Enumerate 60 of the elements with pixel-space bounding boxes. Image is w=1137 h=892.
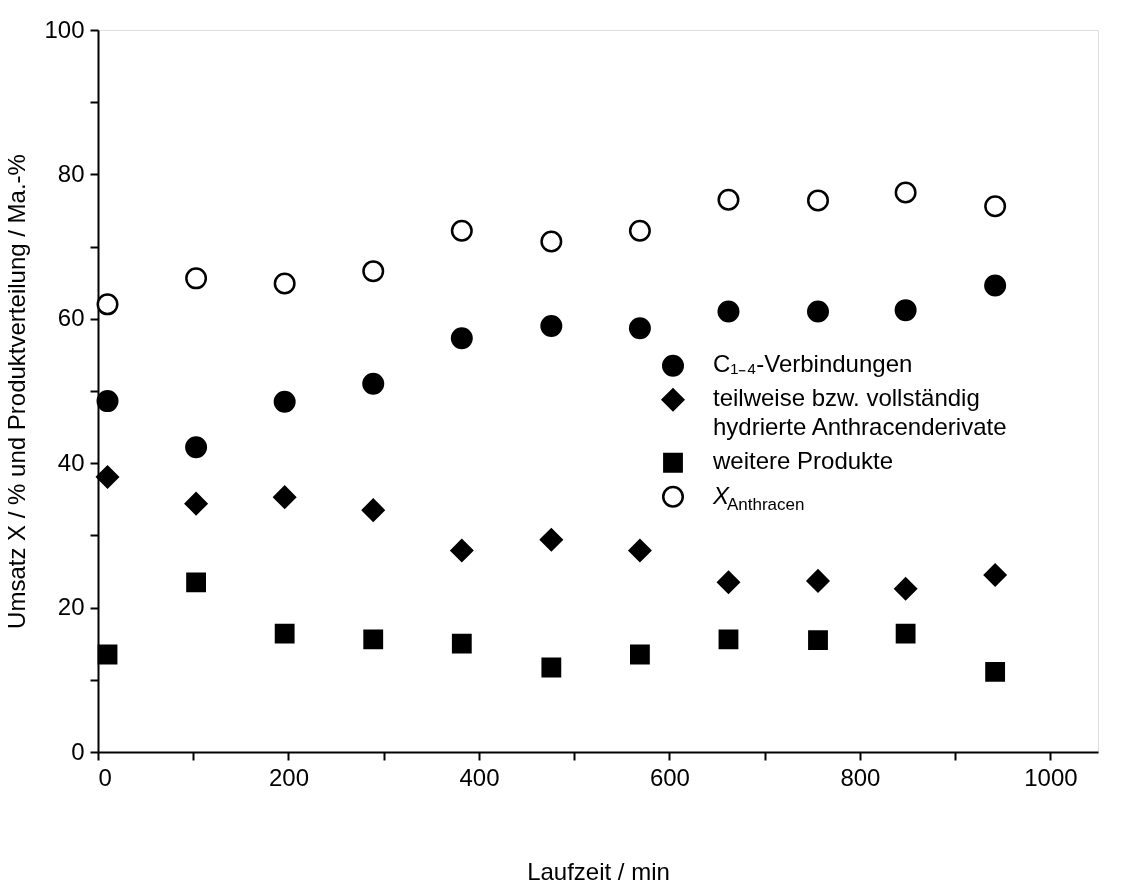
point xyxy=(985,661,1006,682)
point xyxy=(539,528,563,552)
point xyxy=(983,563,1007,587)
point xyxy=(894,299,917,322)
point xyxy=(806,569,830,593)
point xyxy=(361,498,385,522)
point xyxy=(894,577,918,601)
point xyxy=(895,623,916,644)
point xyxy=(628,219,651,242)
y-tick-label: 40 xyxy=(57,448,85,476)
point xyxy=(717,300,740,323)
point xyxy=(96,390,119,413)
point xyxy=(628,539,652,563)
point xyxy=(273,272,296,295)
point xyxy=(185,267,208,290)
y-tick-label: 60 xyxy=(57,304,85,332)
point xyxy=(273,390,296,413)
x-tick-label: 1000 xyxy=(1024,763,1078,791)
point xyxy=(96,465,120,489)
point xyxy=(274,623,295,644)
point xyxy=(808,630,828,650)
point xyxy=(540,315,563,337)
point xyxy=(186,572,207,593)
point xyxy=(96,293,119,316)
point xyxy=(541,657,562,678)
y-tick-label: 0 xyxy=(71,737,85,765)
x-tick-label: 400 xyxy=(459,763,500,791)
point xyxy=(984,195,1007,218)
point xyxy=(628,317,651,340)
point xyxy=(629,644,650,665)
point xyxy=(807,189,829,212)
point xyxy=(184,492,208,516)
point xyxy=(273,485,297,509)
point xyxy=(185,436,208,459)
point xyxy=(450,219,473,242)
point xyxy=(451,633,472,654)
point xyxy=(807,300,829,323)
x-axis-title: Laufzeit / min xyxy=(527,857,670,885)
x-tick-label: 800 xyxy=(840,763,881,791)
x-tick-label: 0 xyxy=(98,763,112,791)
legend-label: C₁₋₄-Verbindungen xyxy=(713,349,913,377)
point xyxy=(450,327,473,350)
point xyxy=(894,181,917,204)
y-axis-title: Umsatz X / % und Produktverteilung / Ma.-% xyxy=(3,154,31,629)
y-tick-label: 20 xyxy=(57,593,85,621)
point xyxy=(363,629,384,650)
point xyxy=(362,372,385,395)
x-tick-label: 200 xyxy=(268,763,309,791)
x-tick-label: 600 xyxy=(649,763,690,791)
point xyxy=(717,188,740,211)
point xyxy=(718,629,739,650)
point xyxy=(984,274,1007,297)
point xyxy=(540,230,563,253)
point xyxy=(716,570,740,594)
y-tick-label: 100 xyxy=(44,15,85,43)
point xyxy=(97,644,118,665)
point xyxy=(362,260,385,283)
y-tick-label: 80 xyxy=(57,159,85,187)
legend-label: weitere Produkte xyxy=(712,446,894,474)
point xyxy=(450,539,474,563)
